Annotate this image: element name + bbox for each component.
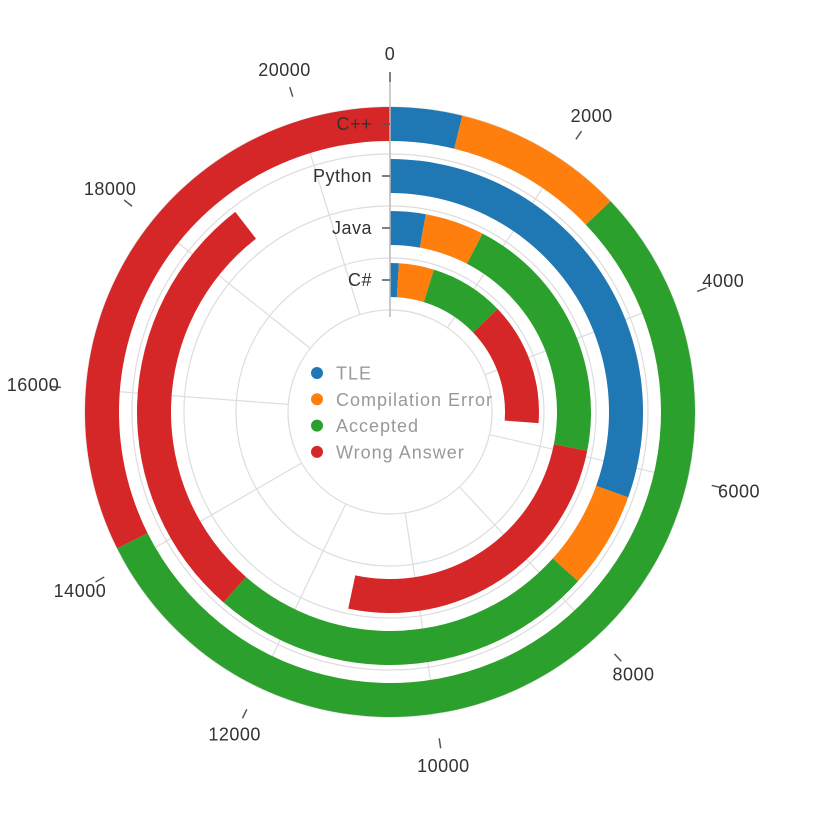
angular-tick-label: 4000	[702, 271, 744, 291]
angular-axis: 0 2000 4000 6000 8000 10000 12000 14000 16000 180…	[7, 44, 760, 776]
angular-tick	[575, 130, 583, 140]
angular-tick-label: 12000	[208, 725, 261, 745]
angular-tick-label: 8000	[612, 664, 654, 684]
angular-tick	[696, 287, 707, 293]
bars	[84, 107, 695, 717]
angular-tick	[289, 86, 294, 97]
angular-tick	[241, 708, 248, 719]
angular-tick-label: 2000	[571, 106, 613, 126]
bar-python-compilation-error	[552, 485, 629, 582]
angular-tick	[123, 199, 133, 207]
angular-tick-label: 6000	[718, 482, 760, 502]
bar-csharp-wrong-answer	[473, 309, 539, 424]
bar-csharp-compilation-error	[396, 263, 434, 303]
angular-tick	[613, 653, 622, 662]
bar-java-compilation-error	[419, 214, 483, 264]
angular-tick	[711, 484, 722, 489]
angular-tick-label: 14000	[54, 581, 107, 601]
bar-cplusplus-compilation-error	[454, 115, 611, 225]
legend-marker	[311, 445, 323, 458]
bar-python-tle	[390, 159, 644, 498]
category-label: C++	[336, 114, 372, 134]
angular-tick	[438, 738, 442, 749]
bar-python-wrong-answer	[137, 211, 257, 603]
bar-csharp-tle	[390, 263, 399, 298]
category-label: C#	[348, 270, 372, 290]
bar-cplusplus-accepted	[117, 201, 695, 717]
bar-cplusplus-tle	[390, 107, 463, 149]
grid-circle	[287, 309, 493, 515]
legend-marker	[311, 393, 323, 406]
bar-java-wrong-answer	[348, 444, 588, 613]
category-axis: C++ Python Java C#	[313, 82, 391, 317]
legend-marker	[311, 367, 323, 379]
bar-cplusplus-wrong-answer	[84, 107, 391, 549]
legend-marker	[311, 419, 323, 432]
angular-tick-label: 0	[385, 44, 396, 64]
bar-java-tle	[390, 211, 426, 248]
category-label: Java	[332, 218, 373, 238]
angular-tick	[95, 576, 105, 583]
legend: TLE Compilation Error Accepted Wrong Answer	[311, 364, 493, 462]
category-label: Python	[313, 166, 372, 186]
legend-label: Accepted	[336, 416, 419, 436]
bar-csharp-accepted	[423, 269, 498, 333]
angular-tick	[50, 385, 61, 389]
bar-java-accepted	[466, 233, 591, 451]
angular-tick-label: 16000	[7, 375, 60, 395]
legend-label: TLE	[336, 364, 372, 384]
bar-python-accepted	[223, 558, 579, 666]
legend-label: Compilation Error	[336, 390, 493, 410]
angular-tick-label: 18000	[84, 179, 137, 199]
angular-tick-label: 20000	[258, 60, 311, 80]
legend-label: Wrong Answer	[336, 442, 465, 462]
angular-tick-label: 10000	[417, 756, 470, 776]
